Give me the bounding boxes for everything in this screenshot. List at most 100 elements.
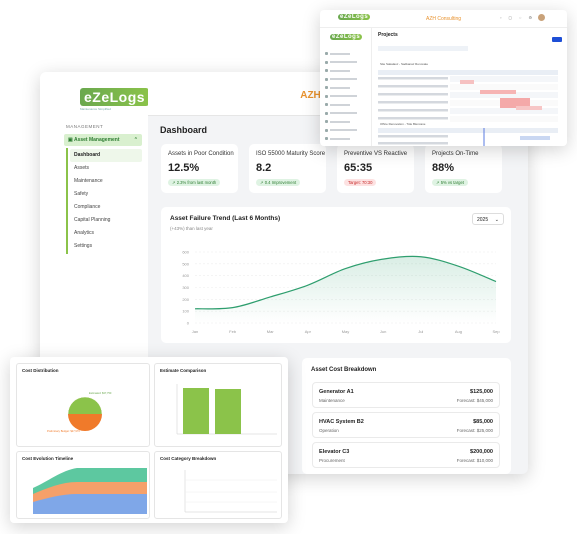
cost-item-name: Generator A1 (319, 389, 354, 395)
kpi-value: 8.2 (256, 162, 272, 174)
nav-dot-icon (325, 60, 328, 64)
x-tick-label: Sep (492, 329, 500, 334)
cost-item-forecast: Forecast: $10,000 (456, 458, 493, 463)
win2-nav-item[interactable] (325, 76, 369, 83)
nav-text-placeholder (330, 112, 357, 114)
gantt-tab-bar (378, 46, 468, 51)
kpi-card[interactable]: Preventive VS Reactive 65:35 Target: 70:30 (337, 144, 414, 193)
kpi-badge: Target: 70:30 (344, 179, 377, 186)
win2-toolbar-icons[interactable]: ▫ ◻ ◌ ⚙ (500, 15, 536, 20)
win2-nav-item[interactable] (325, 67, 369, 74)
y-tick-label: 200 (182, 297, 189, 302)
cost-item[interactable]: HVAC System B2 Operation $85,000 Forecast: … (312, 412, 500, 438)
sidebar-nav-list: Dashboard Assets Maintenance Safety Complian… (70, 149, 142, 253)
win2-nav-item[interactable] (325, 50, 369, 57)
nav-dot-icon (325, 103, 328, 106)
legend-estimated: Estimated: $37,750 (89, 392, 112, 395)
win2-company: AZH Consulting (425, 16, 461, 22)
nav-text-placeholder (330, 78, 357, 80)
trend-area (195, 256, 496, 323)
sidebar-item-dashboard[interactable]: Dashboard (70, 149, 142, 162)
win2-nav-item[interactable] (325, 127, 369, 134)
cost-evolution-panel: Cost Evolution Timeline (16, 451, 150, 519)
gantt-a-title: Site Sakalauz - Sadkanaz Renovate (380, 62, 429, 66)
kpi-card[interactable]: Assets in Poor Condition 12.5% ↗ 2.3% from… (161, 144, 238, 193)
x-tick-label: Feb (229, 329, 237, 334)
nav-text-placeholder (330, 137, 350, 140)
cost-category-title: Cost Category Breakdown (160, 456, 217, 461)
y-tick-label: 300 (182, 285, 189, 290)
sidebar-item-safety[interactable]: Safety (74, 191, 89, 197)
avatar[interactable] (538, 14, 545, 21)
kpi-value: 88% (432, 162, 455, 174)
gantt-row-bg (450, 108, 558, 114)
logo-tagline: Maintenance Simplified (80, 107, 112, 111)
gantt-chart (378, 46, 558, 146)
cost-evolution-area (33, 468, 147, 514)
cost-item-amount: $85,000 (473, 419, 493, 425)
x-tick-label: May (342, 329, 350, 334)
gantt-header-row (378, 70, 558, 75)
nav-text-placeholder (330, 120, 350, 123)
kpi-badge-text: Target: 70:30 (348, 180, 373, 185)
win2-nav-list (325, 50, 369, 144)
nav-text-placeholder (330, 129, 357, 131)
cost-distribution-panel: Cost Distribution Estimated: $37,750 Pre… (16, 363, 150, 447)
gantt-header-row-b (378, 128, 558, 133)
x-tick-label: Apr (305, 329, 312, 334)
nav-text-placeholder (330, 52, 350, 55)
win2-nav-item[interactable] (325, 84, 369, 91)
gantt-bar (480, 90, 516, 94)
nav-text-placeholder (330, 86, 350, 89)
sidebar-group-asset-management[interactable]: ▣ Asset Management ⌃ (64, 134, 142, 146)
nav-text-placeholder (330, 103, 350, 106)
y-tick-label: 600 (182, 250, 189, 255)
kpi-value: 65:35 (344, 162, 373, 174)
cube-icon: ▣ (68, 137, 73, 143)
gantt-b-title: Office Renovation - Tide Blencane (380, 122, 426, 126)
win2-nav-item[interactable] (325, 101, 369, 108)
sidebar-item-compliance[interactable]: Compliance (74, 204, 101, 210)
nav-dot-icon (325, 111, 328, 115)
cost-item[interactable]: Elevator C3 Procurement $200,000 Forecast: … (312, 442, 500, 468)
win2-nav-item[interactable] (325, 93, 369, 100)
nav-text-placeholder (330, 61, 357, 63)
nav-dot-icon (325, 128, 328, 132)
nav-dot-icon (325, 94, 328, 98)
gantt-row-bg (450, 84, 558, 90)
win2-nav-item[interactable] (325, 110, 369, 117)
sidebar-item-capital-planning[interactable]: Capital Planning (74, 217, 111, 223)
trend-up-icon: ↗ (172, 180, 177, 185)
estimate-comparison-bars (176, 384, 277, 435)
cost-breakdown-title: Asset Cost Breakdown (311, 367, 377, 373)
cost-analysis-window: Cost Distribution Estimated: $37,750 Pre… (10, 357, 288, 523)
page-title: Dashboard (160, 125, 208, 135)
kpi-card[interactable]: ISO 55000 Maturity Score 8.2 ↗ 0.4 Improve… (249, 144, 326, 193)
sidebar-item-maintenance[interactable]: Maintenance (74, 178, 103, 184)
sidebar-item-assets[interactable]: Assets (74, 165, 90, 171)
x-tick-label: Jul (418, 329, 423, 334)
cost-item[interactable]: Generator A1 Maintenance $125,000 Forecast:… (312, 382, 500, 408)
win2-nav-item[interactable] (325, 118, 369, 125)
year-select-value: 2025 (477, 217, 489, 223)
sidebar-item-analytics[interactable]: Analytics (74, 230, 95, 236)
nav-dot-icon (325, 137, 328, 140)
kpi-card[interactable]: Projects On-Time 88% ↗ 5% vs target (425, 144, 502, 193)
win2-nav-item[interactable] (325, 135, 369, 142)
trend-up-icon: ↗ (436, 180, 441, 185)
year-select[interactable]: 2025 ⌄ (472, 213, 504, 225)
gantt-bar (520, 136, 550, 140)
sidebar-item-settings[interactable]: Settings (74, 243, 93, 249)
estimate-comparison-title: Estimate Comparison (160, 368, 207, 373)
brand-logo[interactable]: eZeLogs Maintenance Simplified (80, 88, 150, 111)
win2-new-button[interactable] (552, 37, 562, 42)
trend-chart: 0 100 200 300 400 500 600 Jan Feb Mar Apr May Jun Jul… (182, 250, 500, 335)
trend-title: Asset Failure Trend (Last 6 Months) (170, 215, 281, 222)
win2-nav-item[interactable] (325, 59, 369, 66)
nav-text-placeholder (330, 95, 357, 97)
logo-text: eZeLogs (80, 88, 150, 106)
legend-preliminary: Preliminary Budget: $27,973 (47, 430, 80, 433)
y-tick-label: 0 (187, 321, 190, 326)
trend-subtitle: (+43%) than last year (170, 226, 213, 231)
projects-window: eZeLogs AZH Consulting ▫ ◻ ◌ ⚙ eZeLogs P… (320, 10, 567, 146)
